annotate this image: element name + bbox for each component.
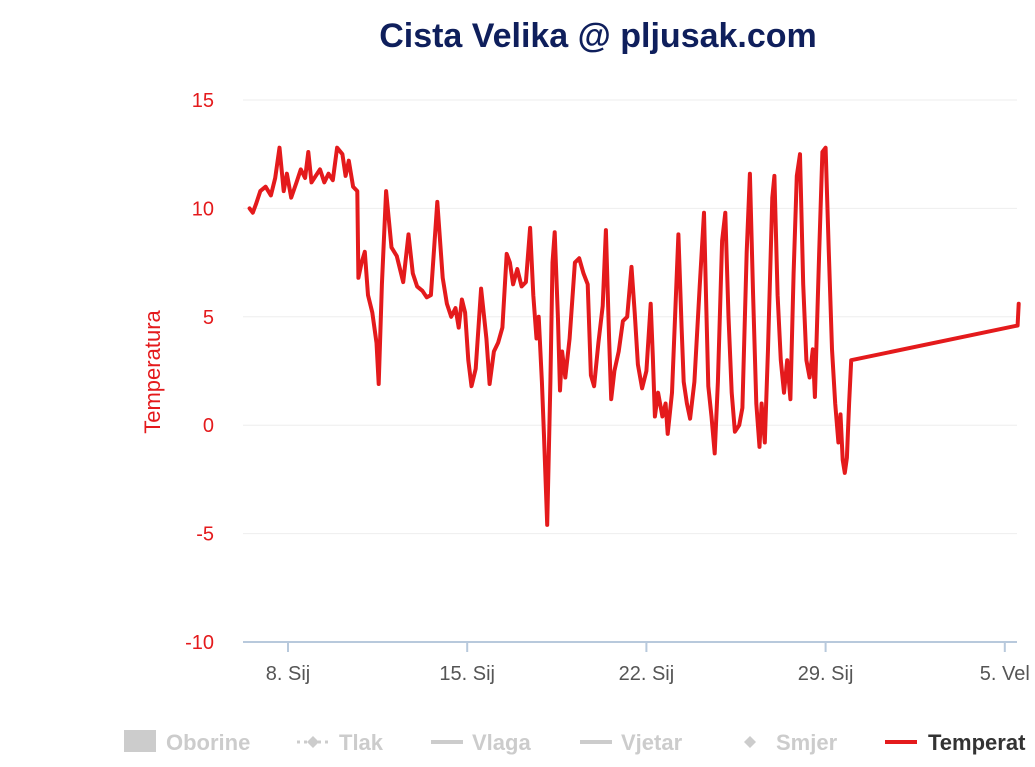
legend: Oborine Tlak Vlaga Vjetar Smjer Temperat [124,730,1026,755]
series-line-temperatura[interactable] [247,145,1021,527]
legend-label: Oborine [166,730,250,755]
legend-label: Vjetar [621,730,683,755]
legend-item-smjer[interactable]: Smjer [744,730,838,755]
x-tick-label: 8. Sij [266,663,310,685]
y-tick-label: -10 [185,632,214,654]
legend-label: Smjer [776,730,838,755]
legend-item-tlak[interactable]: Tlak [297,730,384,755]
y-axis-ticks: 15 10 5 0 -5 -10 [185,90,214,654]
y-tick-label: -5 [196,524,214,546]
legend-item-vjetar[interactable]: Vjetar [580,730,683,755]
x-tick-label: 29. Sij [798,663,854,685]
x-tick-label: 22. Sij [619,663,675,685]
series-layer [247,145,1021,527]
legend-label: Temperat [928,730,1026,755]
legend-item-vlaga[interactable]: Vlaga [431,730,531,755]
legend-label: Tlak [339,730,384,755]
legend-label: Vlaga [472,730,531,755]
legend-symbol [744,736,756,748]
x-tick-label: 15. Sij [439,663,495,685]
y-tick-label: 10 [192,198,214,220]
legend-item-temperat[interactable]: Temperat [885,730,1026,755]
legend-symbol [124,730,156,752]
y-axis-title: Temperatura [140,309,165,433]
y-tick-label: 5 [203,307,214,329]
y-tick-label: 0 [203,415,214,437]
legend-item-oborine[interactable]: Oborine [124,730,250,755]
chart-title: Cista Velika @ pljusak.com [379,17,817,55]
legend-marker [307,736,319,748]
y-tick-label: 15 [192,90,214,112]
grid-lines [243,99,1017,535]
x-axis-ticks: 8. Sij 15. Sij 22. Sij 29. Sij 5. Vel [266,642,1030,685]
x-tick-label: 5. Vel [980,663,1030,685]
